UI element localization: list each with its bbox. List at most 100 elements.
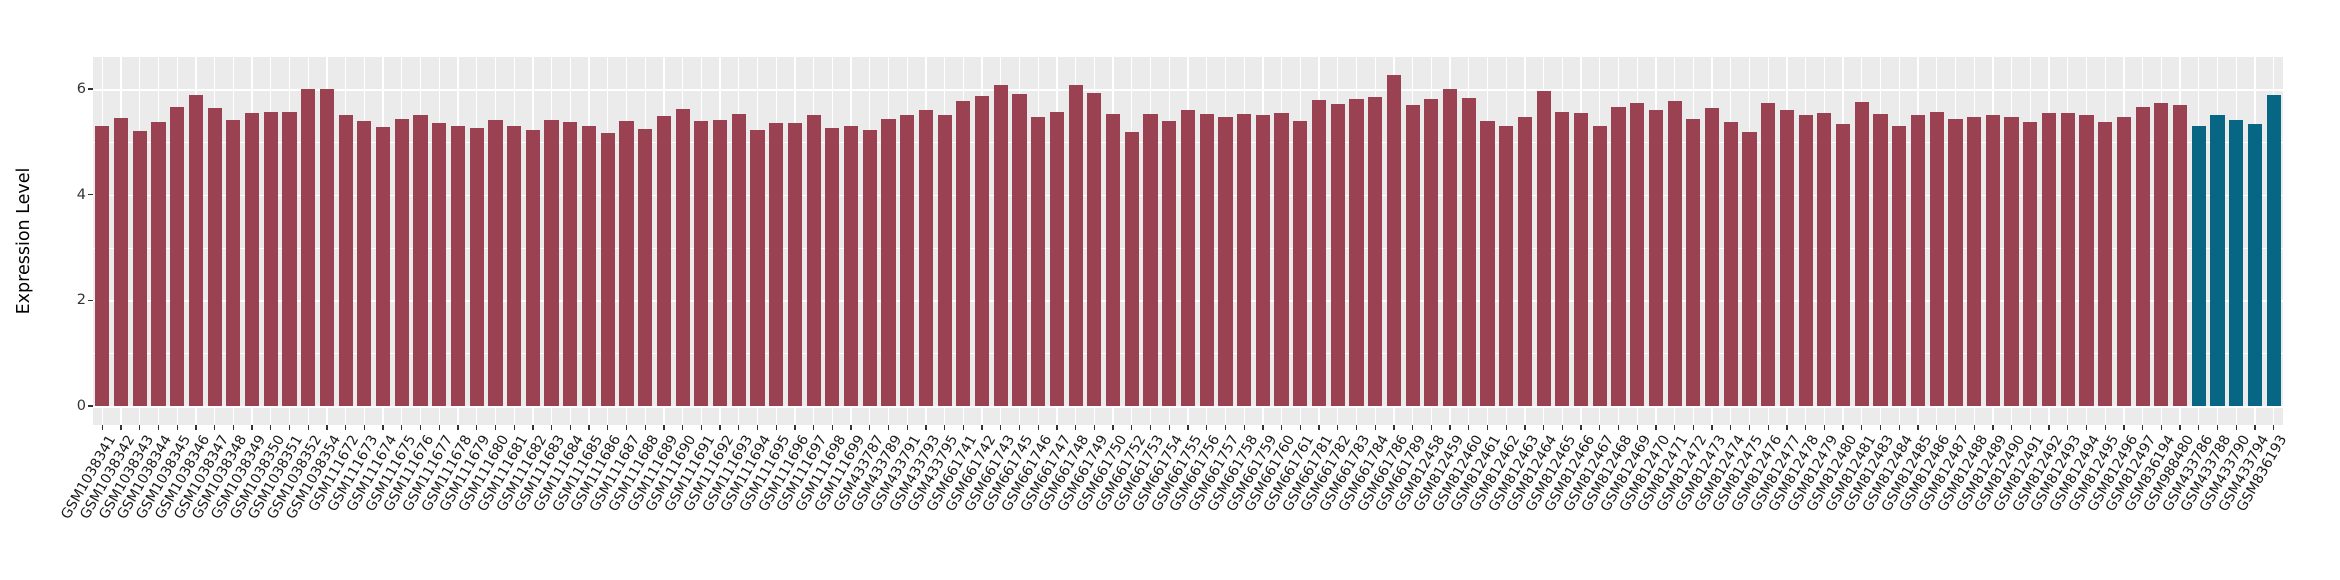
x-tick-mark	[1730, 425, 1732, 430]
x-tick-mark	[1505, 425, 1507, 430]
x-tick-mark	[1374, 425, 1376, 430]
x-tick-mark	[270, 425, 272, 430]
y-tick-label: 2	[76, 292, 86, 309]
x-tick-mark	[944, 425, 946, 430]
bar-GSM111683	[544, 120, 559, 406]
x-tick-mark	[1524, 425, 1526, 430]
bar-GSM812488	[1967, 116, 1982, 406]
x-tick-mark	[1823, 425, 1826, 430]
bar-GSM433793	[918, 109, 934, 406]
bar-GSM812489	[1985, 115, 2000, 406]
x-tick-mark	[1206, 425, 1208, 430]
x-tick-mark	[1655, 425, 1657, 430]
x-tick-mark	[1748, 425, 1751, 430]
x-tick-mark	[906, 425, 908, 430]
y-major-gridline	[93, 406, 2283, 408]
bar-GSM812480	[1836, 124, 1851, 406]
x-tick-mark	[794, 425, 796, 430]
x-tick-mark	[476, 425, 478, 430]
bar-GSM433790	[2229, 119, 2244, 406]
x-tick-mark	[1617, 425, 1620, 430]
x-tick-mark	[438, 425, 440, 430]
bar-GSM812478	[1798, 115, 1813, 406]
bar-GSM812492	[2041, 113, 2057, 406]
x-tick-mark	[1954, 425, 1957, 430]
y-tick-mark	[88, 88, 93, 90]
bar-GSM661745	[1012, 93, 1027, 406]
x-tick-mark	[700, 425, 702, 430]
y-axis-title: Expression Level	[14, 167, 34, 315]
x-tick-mark	[251, 425, 253, 430]
x-tick-mark	[1000, 425, 1002, 430]
bar-GSM111672	[338, 115, 353, 406]
bar-GSM661759	[1255, 115, 1270, 406]
bar-GSM111688	[638, 128, 653, 406]
bar-GSM1038347	[207, 108, 222, 406]
x-tick-mark	[1468, 425, 1470, 430]
bar-GSM111687	[619, 120, 634, 406]
bar-GSM661789	[1405, 104, 1420, 406]
bar-GSM661743	[993, 84, 1008, 406]
x-tick-mark	[401, 425, 403, 430]
x-tick-mark	[2048, 425, 2050, 430]
x-tick-mark	[157, 425, 160, 430]
bar-GSM433788	[2210, 115, 2225, 406]
bar-GSM661760	[1274, 113, 1289, 406]
y-tick-label: 4	[76, 186, 86, 203]
x-tick-mark	[1561, 425, 1563, 430]
x-tick-mark	[569, 425, 571, 430]
x-tick-mark	[1711, 425, 1713, 430]
bar-GSM812472	[1686, 119, 1701, 406]
x-tick-mark	[1131, 425, 1133, 430]
bar-GSM661750	[1106, 114, 1121, 406]
x-tick-mark	[1411, 425, 1414, 430]
x-tick-mark	[1842, 425, 1844, 430]
x-tick-mark	[176, 425, 178, 430]
bar-GSM812475	[1742, 131, 1757, 406]
x-tick-mark	[101, 425, 103, 430]
y-tick-mark	[88, 299, 93, 301]
bar-GSM111682	[525, 130, 540, 406]
bar-GSM812467	[1592, 126, 1607, 406]
bar-GSM111689	[656, 116, 671, 406]
x-tick-mark	[1337, 425, 1339, 430]
x-tick-mark	[345, 425, 347, 430]
x-tick-mark	[550, 425, 553, 430]
x-tick-mark	[1187, 425, 1189, 430]
x-tick-mark	[419, 425, 422, 430]
x-tick-mark	[1898, 425, 1900, 430]
x-tick-mark	[382, 425, 384, 430]
x-tick-mark	[214, 425, 216, 430]
bar-GSM812477	[1779, 109, 1795, 406]
bar-GSM1038349	[245, 112, 260, 406]
bar-GSM661783	[1349, 99, 1364, 406]
x-tick-mark	[1861, 425, 1863, 430]
x-tick-mark	[139, 425, 141, 430]
bar-GSM812496	[2116, 116, 2131, 406]
x-tick-mark	[2160, 425, 2162, 430]
bar-GSM812494	[2079, 115, 2094, 406]
x-tick-mark	[1355, 425, 1358, 430]
x-tick-mark	[1599, 425, 1601, 430]
bar-GSM661781	[1311, 99, 1327, 406]
x-tick-mark	[812, 425, 815, 430]
x-tick-mark	[513, 425, 515, 430]
x-tick-mark	[120, 425, 122, 430]
bar-GSM661749	[1087, 92, 1102, 406]
x-tick-mark	[494, 425, 497, 430]
bar-GSM812476	[1761, 102, 1776, 406]
x-tick-mark	[850, 425, 852, 430]
x-tick-mark	[2235, 425, 2237, 430]
bar-GSM111698	[825, 128, 840, 406]
bar-GSM111673	[357, 121, 372, 406]
x-tick-mark	[195, 425, 197, 430]
x-tick-mark	[1767, 425, 1769, 430]
bar-GSM812487	[1948, 119, 1963, 406]
x-tick-mark	[1580, 425, 1582, 430]
bar-GSM812465	[1555, 112, 1570, 406]
x-tick-mark	[681, 425, 684, 430]
x-tick-mark	[1037, 425, 1039, 430]
bar-GSM1038350	[263, 111, 278, 406]
x-tick-mark	[1879, 425, 1882, 430]
bar-GSM661756	[1199, 114, 1214, 406]
